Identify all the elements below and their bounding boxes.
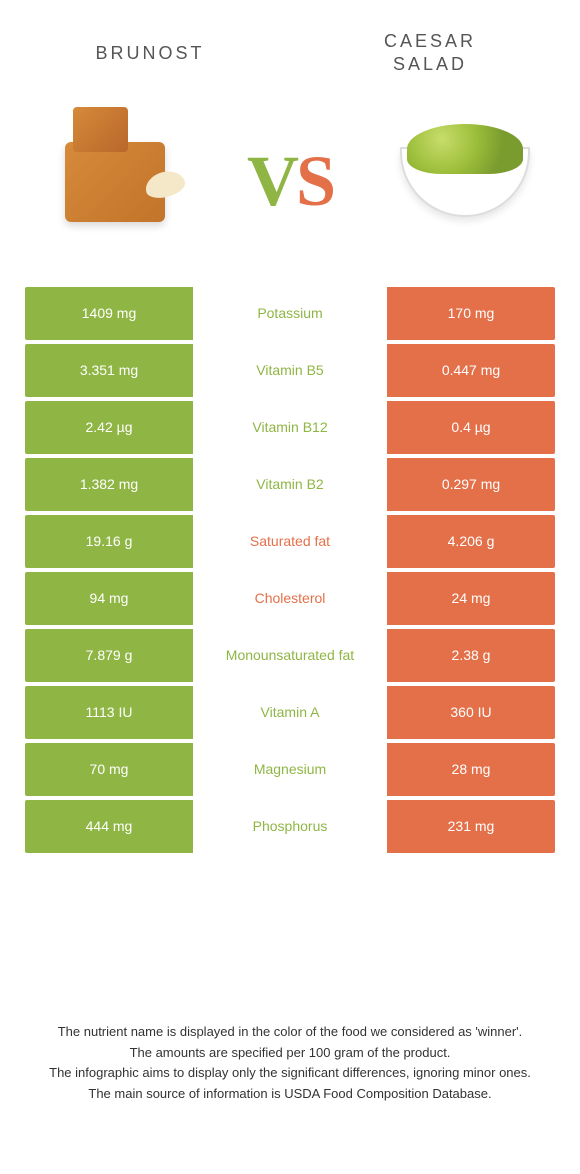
cell-left-value: 444 mg	[25, 800, 193, 853]
table-row: 94 mgCholesterol24 mg	[25, 572, 555, 625]
food-image-left	[30, 97, 200, 267]
cell-nutrient-label: Vitamin B2	[193, 458, 387, 511]
footer-line3: The infographic aims to display only the…	[40, 1063, 540, 1083]
cell-right-value: 0.297 mg	[387, 458, 555, 511]
title-right-line1: CAESAR	[384, 31, 476, 51]
vs-v: V	[247, 141, 296, 221]
title-left: BRUNOST	[50, 30, 250, 77]
comparison-table: 1409 mgPotassium170 mg3.351 mgVitamin B5…	[0, 287, 580, 853]
hero-row: VS	[0, 87, 580, 287]
food-image-right	[380, 97, 550, 267]
cell-left-value: 1113 IU	[25, 686, 193, 739]
cell-nutrient-label: Cholesterol	[193, 572, 387, 625]
header: BRUNOST CAESAR SALAD	[0, 0, 580, 87]
table-row: 3.351 mgVitamin B50.447 mg	[25, 344, 555, 397]
cell-nutrient-label: Monounsaturated fat	[193, 629, 387, 682]
cell-nutrient-label: Vitamin B5	[193, 344, 387, 397]
vs-label: VS	[247, 140, 333, 223]
cell-left-value: 94 mg	[25, 572, 193, 625]
cell-nutrient-label: Phosphorus	[193, 800, 387, 853]
cell-right-value: 4.206 g	[387, 515, 555, 568]
cell-right-value: 0.4 µg	[387, 401, 555, 454]
footer-line4: The main source of information is USDA F…	[40, 1084, 540, 1104]
cell-right-value: 170 mg	[387, 287, 555, 340]
cell-left-value: 3.351 mg	[25, 344, 193, 397]
cell-right-value: 28 mg	[387, 743, 555, 796]
footer-line2: The amounts are specified per 100 gram o…	[40, 1043, 540, 1063]
table-row: 70 mgMagnesium28 mg	[25, 743, 555, 796]
title-right: CAESAR SALAD	[330, 30, 530, 77]
footer-line1: The nutrient name is displayed in the co…	[40, 1022, 540, 1042]
table-row: 444 mgPhosphorus231 mg	[25, 800, 555, 853]
cell-left-value: 1.382 mg	[25, 458, 193, 511]
title-right-line2: SALAD	[393, 54, 467, 74]
table-row: 1113 IUVitamin A360 IU	[25, 686, 555, 739]
footer-notes: The nutrient name is displayed in the co…	[40, 1021, 540, 1104]
cell-nutrient-label: Vitamin A	[193, 686, 387, 739]
cell-right-value: 24 mg	[387, 572, 555, 625]
cell-right-value: 231 mg	[387, 800, 555, 853]
salad-icon	[400, 147, 530, 217]
cell-nutrient-label: Vitamin B12	[193, 401, 387, 454]
cell-right-value: 0.447 mg	[387, 344, 555, 397]
cell-right-value: 360 IU	[387, 686, 555, 739]
cell-nutrient-label: Saturated fat	[193, 515, 387, 568]
cell-nutrient-label: Potassium	[193, 287, 387, 340]
cheese-icon	[65, 142, 165, 222]
cell-left-value: 1409 mg	[25, 287, 193, 340]
cell-left-value: 2.42 µg	[25, 401, 193, 454]
cell-left-value: 70 mg	[25, 743, 193, 796]
cell-nutrient-label: Magnesium	[193, 743, 387, 796]
vs-s: S	[296, 141, 333, 221]
table-row: 1.382 mgVitamin B20.297 mg	[25, 458, 555, 511]
table-row: 1409 mgPotassium170 mg	[25, 287, 555, 340]
cell-left-value: 19.16 g	[25, 515, 193, 568]
cell-left-value: 7.879 g	[25, 629, 193, 682]
table-row: 2.42 µgVitamin B120.4 µg	[25, 401, 555, 454]
table-row: 19.16 gSaturated fat4.206 g	[25, 515, 555, 568]
table-row: 7.879 gMonounsaturated fat2.38 g	[25, 629, 555, 682]
cell-right-value: 2.38 g	[387, 629, 555, 682]
